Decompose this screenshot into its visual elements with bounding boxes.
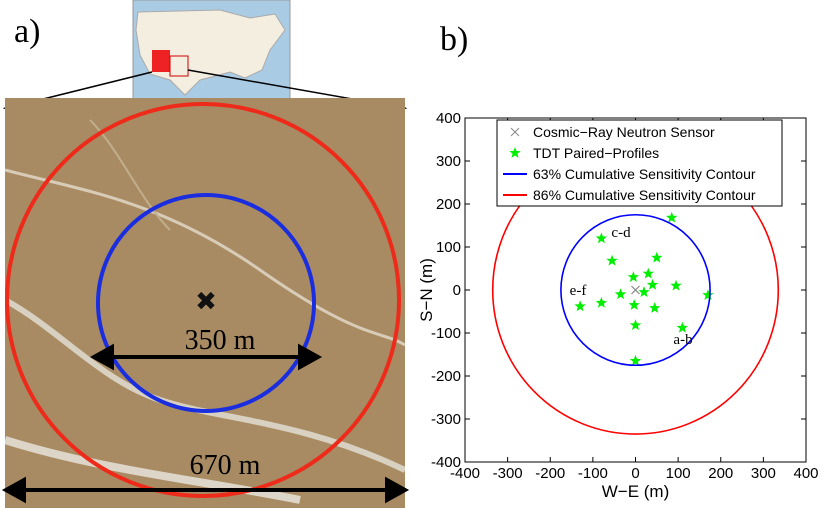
legend-swatch (509, 147, 521, 158)
contour (560, 213, 711, 367)
marker-stroke (631, 285, 640, 295)
star-marker (651, 251, 663, 263)
y-tick-label: 0 (453, 282, 461, 299)
star-marker (629, 319, 642, 331)
star-marker (649, 302, 661, 313)
distance-arrows (1, 343, 410, 504)
legend-label: TDT Paired−Profiles (533, 145, 659, 161)
y-tick-label: 100 (436, 239, 461, 256)
star-marker (670, 279, 682, 291)
x-tick-label: -300 (493, 465, 523, 482)
y-tick-label: -200 (431, 368, 461, 385)
x-axis-label: W−E (m) (602, 482, 670, 501)
x-tick-label: 200 (708, 465, 733, 482)
x-tick-label: 400 (793, 465, 818, 482)
y-tick-label: -400 (431, 454, 461, 471)
star-marker (614, 288, 627, 300)
x-tick-label: 0 (631, 465, 639, 482)
panel-label: b) (440, 21, 468, 58)
star-marker (628, 299, 640, 310)
inset-map (132, 0, 291, 104)
star-marker (666, 211, 678, 223)
aerial-image: ✖ (5, 98, 405, 508)
y-tick-label: 200 (436, 196, 461, 213)
annotation: c-d (611, 225, 631, 241)
x-tick-label: -200 (535, 465, 565, 482)
y-tick-label: -300 (431, 411, 461, 428)
star-marker (595, 232, 608, 244)
x-tick-label: 300 (751, 465, 776, 482)
y-tick-label: 400 (436, 110, 461, 127)
annotation: a-b (673, 332, 692, 348)
star-marker (606, 254, 618, 266)
legend-box (496, 119, 783, 207)
legend-swatch (510, 127, 520, 137)
star-marker (627, 271, 640, 282)
sensor-marker (631, 285, 640, 295)
x-tick-label: -100 (578, 465, 608, 482)
legend-label: 86% Cumulative Sensitivity Contour (533, 187, 756, 203)
star-marker (638, 286, 650, 297)
star-marker (702, 289, 714, 300)
svg-text:✖: ✖ (195, 286, 217, 316)
x-tick-label: 100 (666, 465, 691, 482)
x-tick-label: -400 (450, 465, 480, 482)
legend-label: 63% Cumulative Sensitivity Contour (533, 166, 756, 182)
y-tick-label: 300 (436, 153, 461, 170)
plot: -400 -300 -200 -100 0 100 200 300 400 -400 -300 -20… (417, 110, 819, 501)
distance-label: 670 m (190, 450, 261, 481)
y-axis-label: S−N (m) (417, 258, 436, 322)
star-marker (676, 321, 689, 333)
annotation: e-f (570, 283, 587, 299)
star-marker (595, 296, 608, 308)
star-marker (574, 300, 586, 312)
legend: Cosmic−Ray Neutron Sensor TDT Paired−Prof… (496, 119, 783, 207)
star-marker (646, 278, 659, 290)
star-marker (642, 267, 654, 279)
panel-label: a) (14, 13, 40, 50)
distance-label: 350 m (185, 325, 256, 356)
legend-label: Cosmic−Ray Neutron Sensor (533, 124, 715, 140)
y-tick-label: -100 (431, 325, 461, 342)
star-marker (629, 354, 642, 366)
